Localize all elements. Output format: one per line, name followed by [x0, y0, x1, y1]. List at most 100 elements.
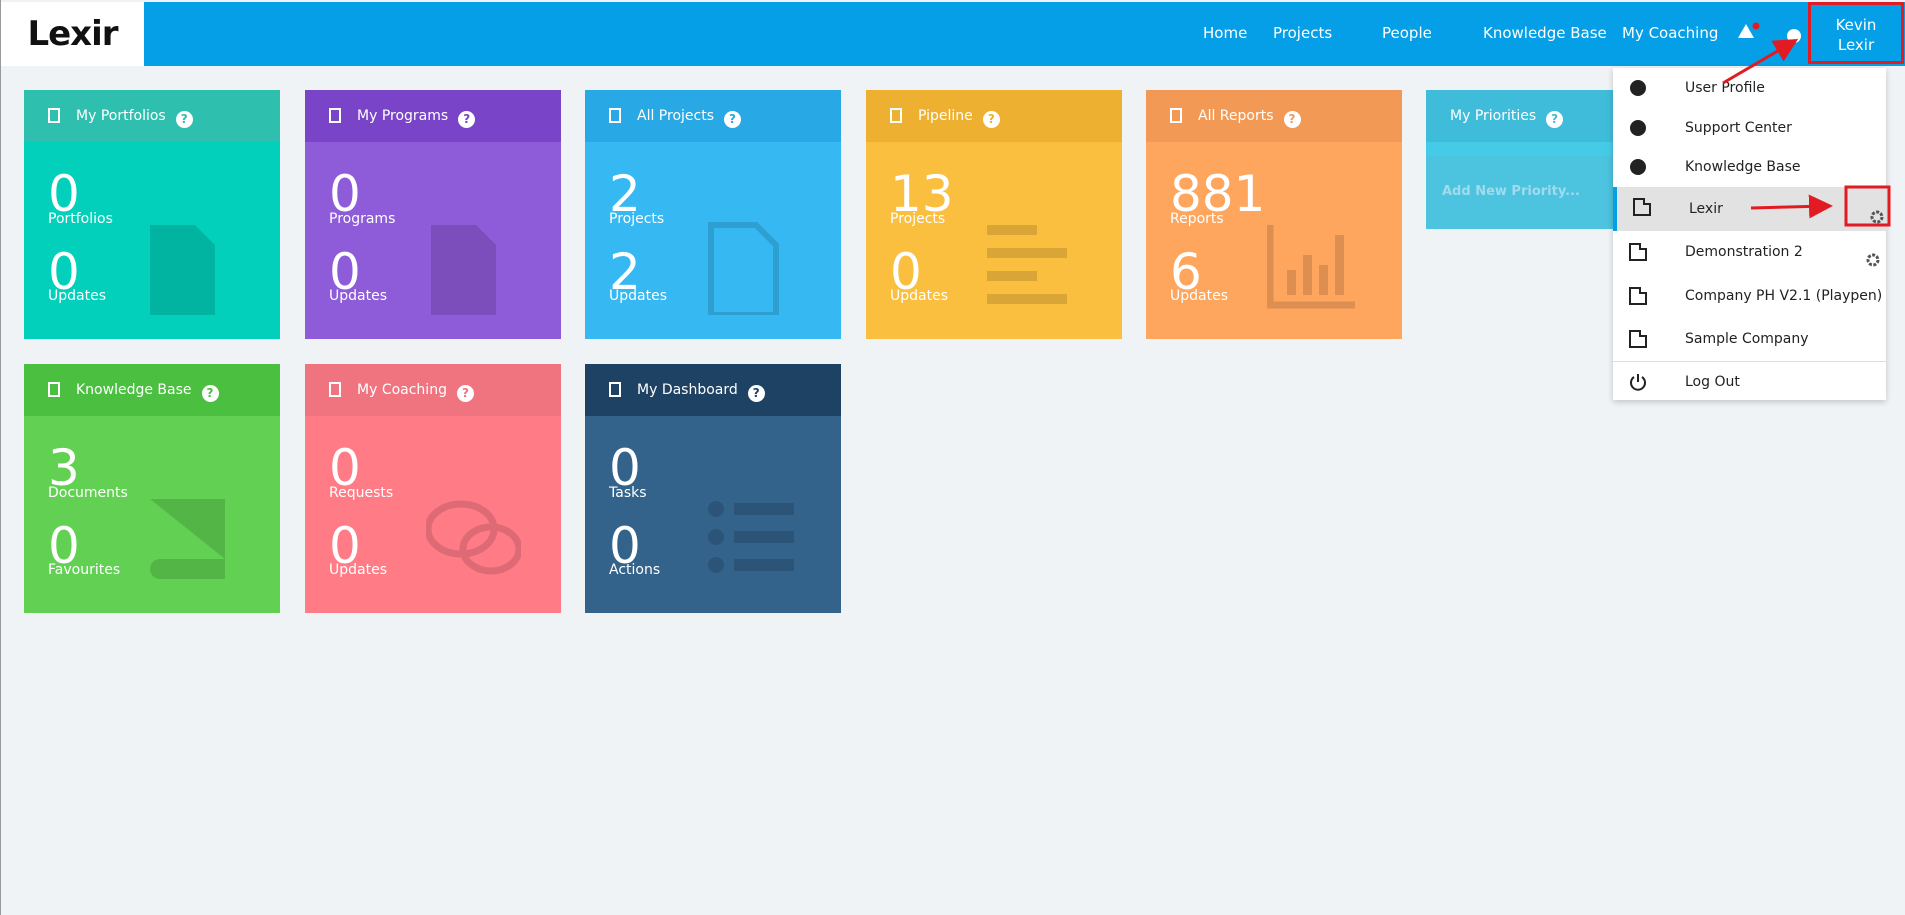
menu-item[interactable]: Company PH V2.1 (Playpen): [1613, 276, 1886, 316]
logo[interactable]: Lexir: [1, 2, 144, 66]
settings-gear[interactable]: [1850, 242, 1880, 267]
tile[interactable]: Knowledge Base? 3 Documents 0 Favourites: [24, 364, 280, 613]
tile-bg-icon: [1266, 220, 1362, 319]
stat-value: 0: [329, 517, 361, 575]
stat-label: Updates: [48, 288, 106, 304]
stat-label: Updates: [329, 288, 387, 304]
nav-item[interactable]: Knowledge Base: [1483, 24, 1607, 42]
menu-item[interactable]: Demonstration 2: [1613, 232, 1886, 272]
nav-item[interactable]: People: [1382, 24, 1432, 42]
settings-gear[interactable]: [1854, 199, 1884, 224]
tile-header: Knowledge Base?: [24, 364, 280, 416]
help-icon[interactable]: ?: [1283, 111, 1301, 128]
stat-value: 0: [609, 517, 641, 575]
tile[interactable]: My Programs? 0 Programs 0 Updates: [305, 90, 561, 339]
menu-label: Sample Company: [1685, 331, 1809, 347]
tile[interactable]: My Dashboard? 0 Tasks 0 Actions: [585, 364, 841, 613]
stat-label: Updates: [1170, 288, 1228, 304]
stat-label: Updates: [329, 562, 387, 578]
tile[interactable]: My Portfolios? 0 Portfolios 0 Updates: [24, 90, 280, 339]
tile-icon: [48, 108, 60, 123]
menu-item[interactable]: Support Center: [1613, 108, 1886, 148]
menu-label: Lexir: [1689, 201, 1723, 217]
stat-label: Reports: [1170, 211, 1224, 227]
stat-label: Updates: [609, 288, 667, 304]
dropdown-menu: User Profile Support Center Knowledge Base…: [1613, 68, 1886, 400]
tile-header: Pipeline?: [866, 90, 1122, 142]
tile-bg-icon: [706, 494, 801, 593]
menu-label: Support Center: [1685, 120, 1792, 136]
help-icon[interactable]: ?: [747, 385, 765, 402]
tile-header: All Projects?: [585, 90, 841, 142]
stat-value: 2: [609, 243, 641, 301]
tile-title: Pipeline: [918, 108, 973, 124]
tile-body: 0 Tasks 0 Actions: [585, 416, 841, 613]
tile-header: My Portfolios?: [24, 90, 280, 142]
stat-value: 0: [609, 439, 641, 497]
stat-label: Documents: [48, 485, 128, 501]
stat-value: 2: [609, 165, 641, 223]
stat-value: 881: [1170, 165, 1266, 223]
tile-icon: [609, 382, 621, 397]
tile-title: My Priorities: [1450, 108, 1537, 124]
stat-label: Tasks: [609, 485, 647, 501]
tile-header: All Reports?: [1146, 90, 1402, 142]
stat-value: 0: [329, 439, 361, 497]
tile-title: My Coaching: [357, 382, 447, 398]
help-icon[interactable]: ?: [1546, 111, 1564, 128]
stat-label: Updates: [890, 288, 948, 304]
stat-value: 13: [890, 165, 954, 223]
menu-item[interactable]: Log Out: [1613, 361, 1886, 401]
tile-title: My Dashboard: [637, 382, 738, 398]
stat-label: Projects: [609, 211, 665, 227]
nav-item[interactable]: Projects: [1273, 24, 1333, 42]
tile-bg-icon: [426, 220, 521, 319]
stat-value: 0: [48, 517, 80, 575]
tile-icon: [329, 108, 341, 123]
tile[interactable]: All Reports? 881 Reports 6 Updates: [1146, 90, 1402, 339]
menu-item[interactable]: Sample Company: [1613, 319, 1886, 359]
tile-icon: [890, 108, 902, 123]
tile-body: 0 Portfolios 0 Updates: [24, 142, 280, 339]
help-icon[interactable]: ?: [982, 111, 1000, 128]
tile-header: My Coaching?: [305, 364, 561, 416]
user-first: Kevin: [1835, 16, 1877, 34]
tile[interactable]: My Coaching? 0 Requests 0 Updates: [305, 364, 561, 613]
user-menu[interactable]: Kevin Lexir: [1808, 2, 1904, 64]
help-icon[interactable]: ?: [175, 111, 193, 128]
menu-item[interactable]: Knowledge Base: [1613, 147, 1886, 187]
add-priority[interactable]: Add New Priority...: [1442, 184, 1580, 199]
nav-item[interactable]: Home: [1203, 24, 1248, 42]
stat-label: Actions: [609, 562, 661, 578]
stat-label: Favourites: [48, 562, 121, 578]
nav-item[interactable]: My Coaching: [1622, 24, 1719, 42]
help-icon[interactable]: ?: [724, 111, 741, 128]
tile-icon: [48, 382, 60, 397]
user-last: Lexir: [1837, 36, 1875, 54]
tile-title: All Projects: [637, 108, 714, 124]
menu-item[interactable]: User Profile: [1613, 68, 1886, 108]
tile[interactable]: Pipeline? 13 Projects 0 Updates: [866, 90, 1122, 339]
help-icon[interactable]: ?: [458, 111, 476, 128]
tile-bg-icon: [145, 494, 240, 593]
tile-title: Knowledge Base: [76, 382, 192, 398]
tile-bg-icon: [706, 220, 801, 319]
tile-title: All Reports: [1198, 108, 1274, 124]
help-icon[interactable]: ?: [201, 385, 219, 402]
stat-label: Programs: [329, 211, 396, 227]
tile-body: 3 Documents 0 Favourites: [24, 416, 280, 613]
menu-item[interactable]: Lexir: [1613, 187, 1886, 231]
stat-value: 0: [329, 165, 361, 223]
stat-value: 0: [329, 243, 361, 301]
stat-label: Portfolios: [48, 211, 113, 227]
tile-title: My Programs: [357, 108, 449, 124]
stat-value: 0: [48, 243, 80, 301]
menu-label: User Profile: [1685, 80, 1765, 96]
menu-label: Company PH V2.1 (Playpen): [1685, 288, 1883, 304]
tile-body: 2 Projects 2 Updates: [585, 142, 841, 339]
help-icon[interactable]: ?: [456, 385, 474, 402]
tile[interactable]: All Projects? 2 Projects 2 Updates: [585, 90, 841, 339]
stat-value: 6: [1170, 243, 1202, 301]
stat-label: Requests: [329, 485, 394, 501]
